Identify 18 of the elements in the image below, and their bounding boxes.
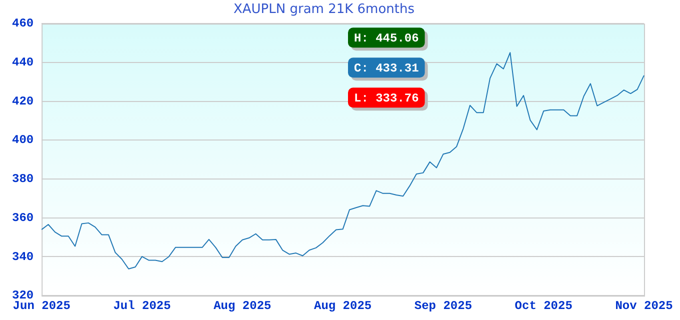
chart-title: XAUPLN gram 21K 6months xyxy=(233,2,415,18)
x-tick-label: Aug 2025 xyxy=(214,298,272,313)
y-tick-label: 360 xyxy=(12,210,34,225)
x-tick-label: Nov 2025 xyxy=(615,298,673,313)
y-tick-label: 340 xyxy=(12,250,34,264)
y-tick-label: 420 xyxy=(12,94,34,108)
annotation: L: 333.76 xyxy=(354,92,419,106)
y-tick-label: 400 xyxy=(12,133,34,148)
x-tick-label: Sep 2025 xyxy=(414,298,472,313)
y-tick-label: 380 xyxy=(12,172,34,186)
x-tick-label: Jul 2025 xyxy=(113,298,171,313)
annotation: H: 445.06 xyxy=(354,32,419,46)
x-tick-label: Aug 2025 xyxy=(314,298,372,313)
y-tick-label: 440 xyxy=(12,55,34,70)
y-tick-label: 460 xyxy=(12,16,34,31)
x-tick-label: Jun 2025 xyxy=(12,298,70,313)
annotation: C: 433.31 xyxy=(354,62,419,76)
x-tick-label: Oct 2025 xyxy=(514,298,572,313)
